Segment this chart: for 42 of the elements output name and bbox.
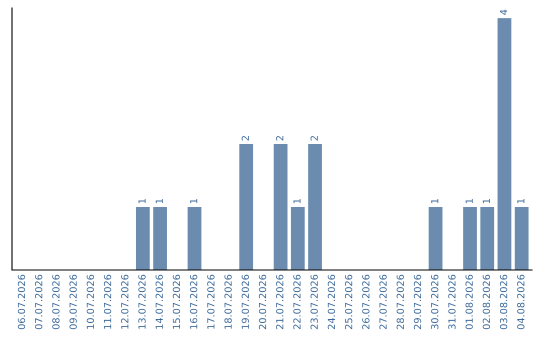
x-tick-label: 31.07.2026 <box>448 274 456 330</box>
data-label: 1 <box>293 198 301 204</box>
x-tick-label: 24.07.2026 <box>328 274 336 330</box>
x-tick-label: 14.07.2026 <box>156 274 163 329</box>
x-tick-label: 17.07.2026 <box>207 274 215 329</box>
x-tick-label: 12.07.2026 <box>121 274 128 329</box>
data-label: 1 <box>156 198 163 204</box>
x-tick-label: 11.07.2026 <box>104 274 112 329</box>
x-tick-label: 20.07.2026 <box>258 274 266 330</box>
data-label: 2 <box>242 136 249 141</box>
x-tick-label: 19.07.2026 <box>242 274 249 329</box>
x-tick-label: 06.07.2026 <box>18 274 26 330</box>
data-label: 1 <box>517 198 524 204</box>
data-label: 1 <box>431 198 438 204</box>
x-tick-label: 09.07.2026 <box>69 274 77 330</box>
x-tick-label: 23.07.2026 <box>310 274 318 330</box>
x-tick-label: 18.07.2026 <box>224 274 232 329</box>
data-label: 2 <box>276 136 284 141</box>
x-tick-label: 16.07.2026 <box>190 274 198 329</box>
x-tick-label: 13.07.2026 <box>138 274 146 329</box>
data-label: 4 <box>500 10 508 15</box>
x-tick-label: 02.08.2026 <box>482 274 490 330</box>
x-tick-label: 27.07.2026 <box>379 274 387 330</box>
x-tick-label: 01.08.2026 <box>465 274 473 330</box>
x-tick-label: 21.07.2026 <box>276 274 284 330</box>
x-tick-label: 30.07.2026 <box>431 274 438 330</box>
x-tick-label: 07.07.2026 <box>35 274 42 330</box>
data-label: 1 <box>466 198 473 204</box>
x-tick-label: 29.07.2026 <box>414 274 422 330</box>
data-label: 2 <box>310 136 318 141</box>
x-tick-label: 15.07.2026 <box>172 274 180 329</box>
x-tick-label: 26.07.2026 <box>362 274 370 330</box>
x-tick-label: 04.08.2026 <box>517 274 524 330</box>
x-tick-label: 25.07.2026 <box>344 274 352 330</box>
data-label: 1 <box>190 198 198 204</box>
data-label: 1 <box>482 198 490 204</box>
x-tick-label: 10.07.2026 <box>86 274 94 329</box>
x-tick-label: 03.08.2026 <box>500 274 508 330</box>
x-tick-label: 22.07.2026 <box>293 274 301 330</box>
data-label: 1 <box>138 198 146 204</box>
x-tick-label: 08.07.2026 <box>52 274 60 330</box>
x-tick-label: 28.07.2026 <box>396 274 404 330</box>
